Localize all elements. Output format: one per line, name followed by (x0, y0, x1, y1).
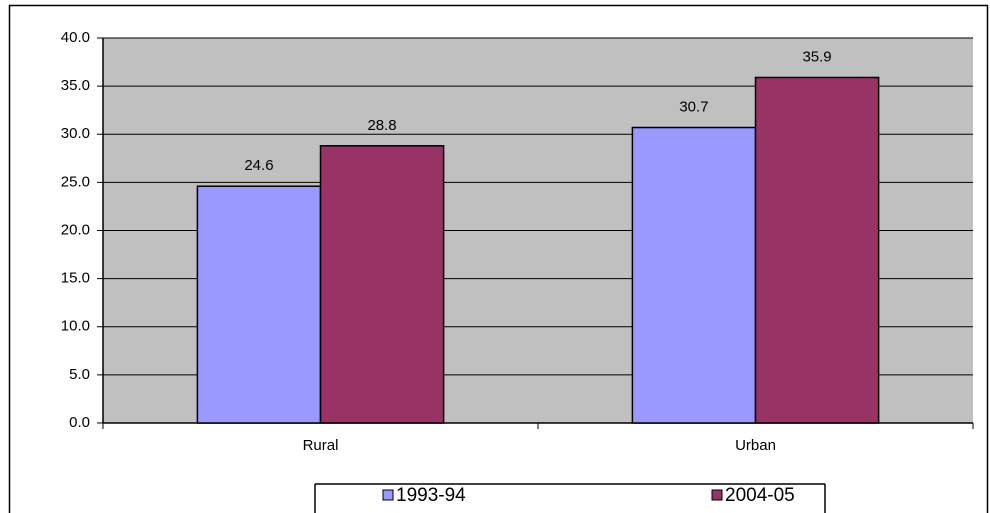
y-tick-label: 40.0 (61, 29, 90, 46)
y-tick-label: 35.0 (61, 77, 90, 94)
data-label: 28.8 (367, 117, 396, 134)
y-tick-label: 30.0 (61, 125, 90, 142)
legend-swatch (711, 489, 723, 501)
legend-swatch (382, 489, 394, 501)
data-label: 30.7 (679, 98, 708, 115)
chart-frame (8, 4, 989, 513)
legend-label: 1993-94 (396, 485, 466, 506)
legend: 1993-94 2004-05 (314, 483, 826, 513)
y-tick-label: 20.0 (61, 221, 90, 238)
bar (319, 145, 445, 424)
data-label: 35.9 (802, 48, 831, 65)
bar (631, 126, 757, 424)
legend-label: 2004-05 (725, 485, 795, 506)
y-tick-label: 10.0 (61, 318, 90, 335)
y-tick-label: 25.0 (61, 173, 90, 190)
y-tick-label: 5.0 (69, 366, 90, 383)
x-tick-label: Rural (303, 437, 339, 454)
x-tick-label: Urban (735, 437, 776, 454)
bar (196, 185, 322, 424)
y-tick-label: 0.0 (69, 414, 90, 431)
bar (754, 76, 880, 424)
data-label: 24.6 (244, 157, 273, 174)
y-tick-label: 15.0 (61, 270, 90, 287)
